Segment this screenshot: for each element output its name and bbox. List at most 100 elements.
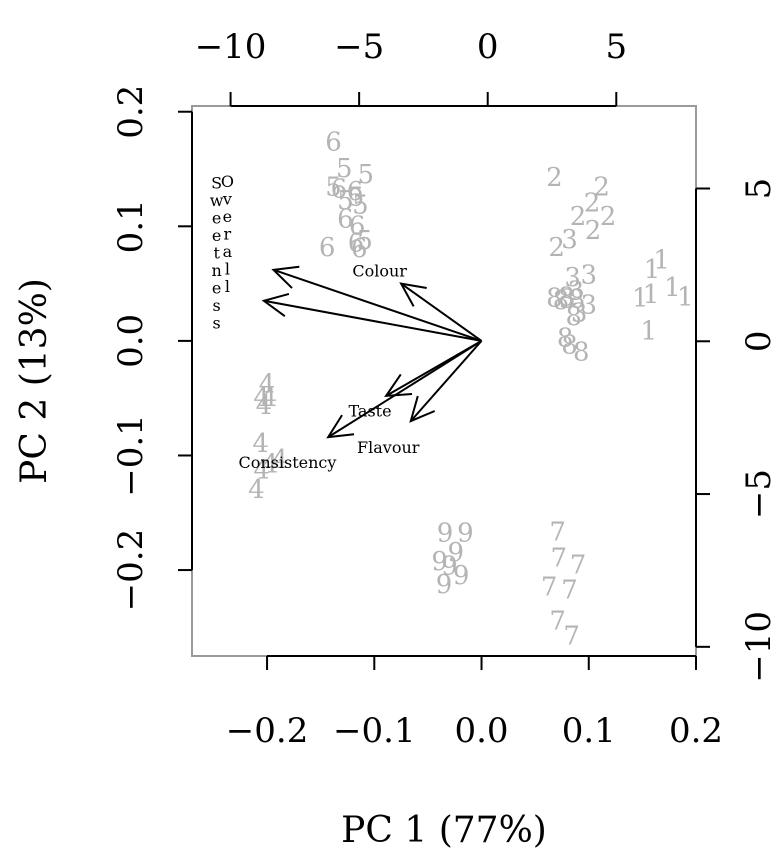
point-label-3-16: 3 [580,261,597,291]
arrow-label-overall-char: l [225,260,230,279]
point-label-3-20: 3 [571,298,588,328]
point-label-7-53: 7 [549,517,566,547]
arrow-flavour [409,340,483,423]
point-label-4-35: 4 [253,455,270,485]
point-label-3-17: 3 [568,277,585,307]
point-label-7-54: 7 [550,544,567,574]
x-tick-label: 0.1 [562,711,616,751]
top-tick-label: 0 [477,27,499,67]
point-label-5-42: 5 [337,186,354,216]
point-label-8-28: 8 [573,337,590,367]
point-label-2-10: 2 [570,202,587,232]
x-tick-label: 0.0 [454,711,508,751]
point-label-8-22: 8 [553,286,570,316]
point-label-6-48: 6 [349,211,366,241]
point-label-3-15: 3 [564,263,581,293]
y-axis-title: PC 2 (13%) [14,278,55,484]
arrow-sweetness [271,265,482,342]
arrow-label-sweetness-char: w [210,191,224,210]
point-label-8-24: 8 [569,285,586,315]
right-tick-label: −5 [739,469,779,519]
arrow-label-sweetness-char: s [213,296,221,315]
right-tick-label: 5 [739,178,779,200]
y-axis-left: −0.2 −0.1 0.0 0.1 0.2 [111,85,193,612]
arrow-label-overall-char: O [221,172,234,191]
arrow-colour [399,282,483,342]
arrow-label-sweetness-char: e [212,208,221,227]
point-label-5-41: 5 [348,183,365,213]
x-tick-label: −0.2 [226,711,309,751]
point-label-4-34: 4 [272,445,289,475]
point-label-6-49: 6 [337,204,354,234]
right-tick-label: 0 [739,330,779,352]
arrow-labels: SweetnessOverallColourTasteFlavourConsis… [210,172,420,472]
point-label-2-7: 2 [546,163,563,193]
point-label-9-60: 9 [437,518,454,548]
arrow-label-consistency: Consistency [238,453,336,472]
arrow-label-sweetness-char: e [212,278,221,297]
point-label-7-55: 7 [570,550,587,580]
point-label-6-47: 6 [347,177,364,207]
point-label-7-58: 7 [549,607,566,637]
point-label-8-23: 8 [558,282,575,312]
point-label-9-63: 9 [431,547,448,577]
point-label-9-61: 9 [457,518,474,548]
y-tick-label: 0.0 [111,314,151,368]
point-label-9-66: 9 [436,570,453,600]
point-label-1-2: 1 [643,280,660,310]
point-label-6-50: 6 [348,229,365,259]
point-label-5-43: 5 [352,191,369,221]
point-label-9-65: 9 [453,561,470,591]
point-label-1-6: 1 [641,317,658,347]
point-label-7-57: 7 [561,576,578,606]
point-label-2-13: 2 [548,233,565,263]
point-label-4-32: 4 [256,391,273,421]
point-label-1-0: 1 [653,246,670,276]
arrow-label-colour: Colour [352,262,407,281]
point-label-4-36: 4 [262,450,279,480]
arrow-label-sweetness-char: S [211,173,222,192]
loading-arrows [261,265,483,439]
arrow-label-sweetness-char: s [213,313,221,332]
x-tick-label: 0.2 [669,711,723,751]
point-label-3-14: 3 [561,225,578,255]
point-label-6-45: 6 [325,128,342,158]
arrow-label-sweetness-char: e [212,226,221,245]
point-label-8-25: 8 [565,302,582,332]
y-tick-label: 0.1 [111,199,151,253]
arrow-label-overall-char: v [222,190,232,209]
point-label-9-62: 9 [448,538,465,568]
point-label-6-52: 6 [351,234,368,264]
point-label-2-12: 2 [585,216,602,246]
point-label-5-40: 5 [325,172,342,202]
point-label-9-64: 9 [441,552,458,582]
y-tick-label: −0.1 [111,414,151,497]
point-label-4-31: 4 [261,383,278,413]
y-tick-label: −0.2 [111,529,151,612]
point-label-3-18: 3 [559,285,576,315]
point-label-6-51: 6 [319,233,336,263]
point-label-5-44: 5 [356,226,373,256]
y-tick-label: 0.2 [111,85,151,139]
point-label-4-37: 4 [248,475,265,505]
y-axis-right: −10 −5 0 5 [695,178,779,683]
point-label-1-3: 1 [664,273,681,303]
x-tick-label: −0.1 [333,711,416,751]
point-label-2-11: 2 [600,202,617,232]
point-label-4-30: 4 [253,383,270,413]
point-label-4-29: 4 [259,369,276,399]
point-label-1-5: 1 [632,284,649,314]
arrow-overall [261,292,482,342]
point-label-5-39: 5 [357,160,374,190]
point-label-4-33: 4 [252,429,269,459]
point-label-1-1: 1 [644,255,661,285]
point-label-7-59: 7 [563,622,580,652]
point-label-8-27: 8 [561,330,578,360]
point-label-6-46: 6 [331,175,348,205]
top-tick-label: 5 [605,27,627,67]
point-label-2-8: 2 [593,172,610,202]
point-label-2-9: 2 [584,188,601,218]
